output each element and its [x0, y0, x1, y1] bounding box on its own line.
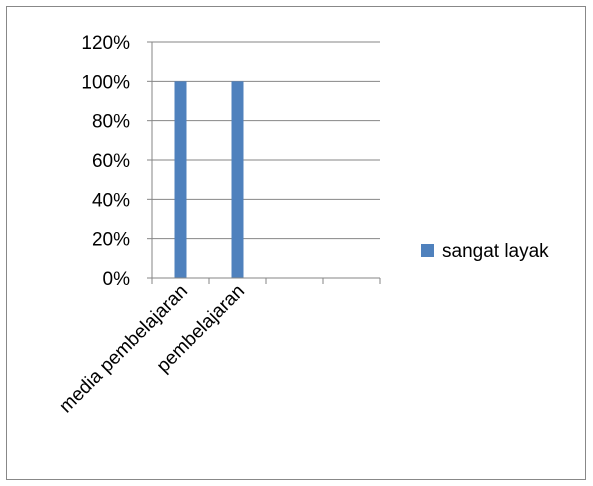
bar: [231, 81, 244, 278]
y-tick-label: 20%: [92, 230, 130, 251]
legend-swatch-sangat-layak: [421, 244, 434, 257]
y-tick-label: 80%: [92, 112, 130, 133]
y-tick-label: 40%: [92, 190, 130, 211]
legend: sangat layak: [421, 241, 549, 262]
y-tick-label: 120%: [81, 33, 130, 54]
axes: [147, 41, 381, 284]
bar: [174, 81, 187, 278]
gridlines: [152, 41, 380, 240]
y-tick-label: 0%: [103, 269, 131, 290]
y-tick-label: 100%: [81, 72, 130, 93]
y-axis-tick-labels: 0% 20% 40% 60% 80% 100% 120%: [81, 33, 130, 290]
y-tick-label: 60%: [92, 151, 130, 172]
legend-label-sangat-layak: sangat layak: [442, 241, 549, 262]
chart-area: [6, 6, 586, 480]
bar-series: [174, 81, 244, 278]
